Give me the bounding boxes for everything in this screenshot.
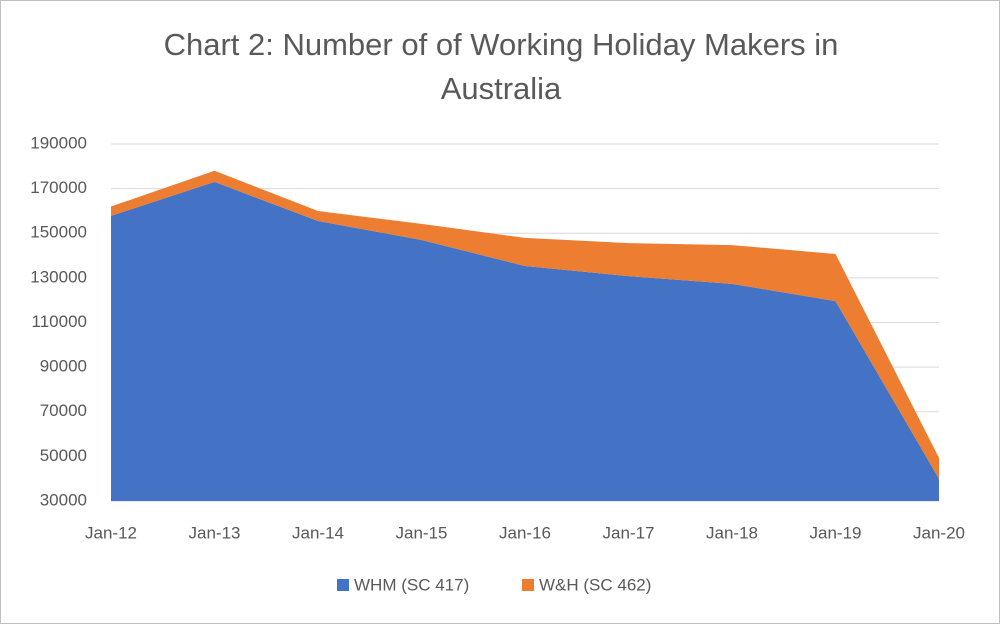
y-tick-label: 50000 (40, 446, 87, 465)
legend-label: WHM (SC 417) (354, 575, 469, 594)
y-tick-label: 110000 (32, 312, 87, 331)
y-tick-label: 30000 (40, 490, 87, 509)
legend-swatch (522, 579, 534, 591)
x-tick-label: Jan-19 (810, 523, 862, 542)
y-tick-label: 150000 (30, 223, 87, 242)
x-tick-label: Jan-17 (603, 523, 655, 542)
x-tick-label: Jan-12 (85, 523, 137, 542)
area (111, 181, 939, 501)
y-tick-label: 90000 (40, 357, 87, 376)
x-tick-label: Jan-20 (913, 523, 965, 542)
y-tick-label: 70000 (40, 401, 87, 420)
x-tick-label: Jan-14 (292, 523, 344, 542)
x-tick-label: Jan-13 (189, 523, 241, 542)
y-tick-label: 170000 (30, 178, 87, 197)
chart-title: Chart 2: Number of of Working Holiday Ma… (163, 27, 839, 106)
x-tick-label: Jan-18 (706, 523, 758, 542)
x-tick-label: Jan-16 (499, 523, 551, 542)
x-tick-label: Jan-15 (396, 523, 448, 542)
y-tick-label: 130000 (30, 267, 87, 286)
legend-label: W&H (SC 462) (539, 575, 651, 594)
area (111, 170, 939, 479)
legend-swatch (337, 579, 349, 591)
y-tick-label: 190000 (30, 133, 87, 152)
